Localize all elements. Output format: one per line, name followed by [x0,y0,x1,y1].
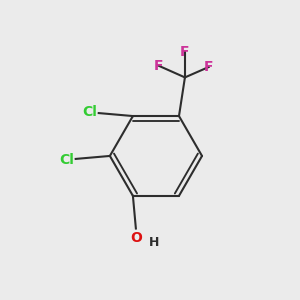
Text: F: F [153,58,163,73]
Text: F: F [204,60,214,74]
Text: Cl: Cl [82,105,97,118]
Text: O: O [130,231,142,245]
Text: Cl: Cl [59,153,74,167]
Text: F: F [180,45,190,59]
Text: H: H [149,236,160,249]
